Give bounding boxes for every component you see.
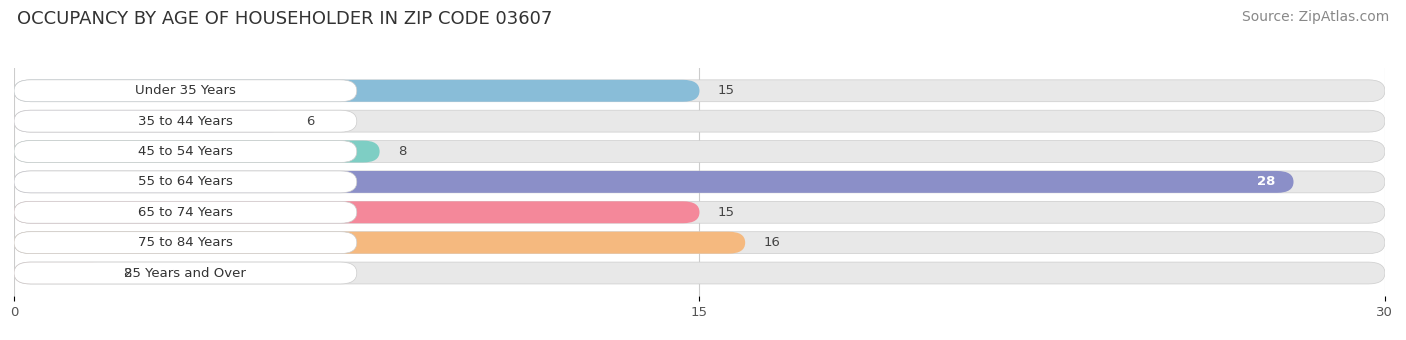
FancyBboxPatch shape [14,141,380,163]
FancyBboxPatch shape [14,201,700,223]
Text: 45 to 54 Years: 45 to 54 Years [138,145,233,158]
FancyBboxPatch shape [14,232,357,254]
FancyBboxPatch shape [14,232,1385,254]
Text: 15: 15 [718,206,735,219]
Text: 16: 16 [763,236,780,249]
FancyBboxPatch shape [14,141,357,163]
Text: 2: 2 [124,267,132,279]
FancyBboxPatch shape [14,110,288,132]
FancyBboxPatch shape [14,171,1294,193]
FancyBboxPatch shape [14,262,357,284]
Text: 65 to 74 Years: 65 to 74 Years [138,206,233,219]
FancyBboxPatch shape [14,141,1385,163]
FancyBboxPatch shape [14,110,1385,132]
Text: OCCUPANCY BY AGE OF HOUSEHOLDER IN ZIP CODE 03607: OCCUPANCY BY AGE OF HOUSEHOLDER IN ZIP C… [17,10,553,28]
Text: 35 to 44 Years: 35 to 44 Years [138,115,233,128]
FancyBboxPatch shape [14,80,1385,102]
Text: Source: ZipAtlas.com: Source: ZipAtlas.com [1241,10,1389,24]
Text: 55 to 64 Years: 55 to 64 Years [138,175,233,188]
FancyBboxPatch shape [14,80,700,102]
FancyBboxPatch shape [14,201,1385,223]
FancyBboxPatch shape [14,110,357,132]
Text: 75 to 84 Years: 75 to 84 Years [138,236,233,249]
FancyBboxPatch shape [14,80,357,102]
FancyBboxPatch shape [14,171,357,193]
Text: 28: 28 [1257,175,1275,188]
FancyBboxPatch shape [14,232,745,254]
FancyBboxPatch shape [14,171,1385,193]
FancyBboxPatch shape [14,201,357,223]
Text: Under 35 Years: Under 35 Years [135,84,236,97]
Text: 6: 6 [307,115,315,128]
Text: 85 Years and Over: 85 Years and Over [125,267,246,279]
FancyBboxPatch shape [14,262,105,284]
Text: 15: 15 [718,84,735,97]
Text: 8: 8 [398,145,406,158]
FancyBboxPatch shape [14,262,1385,284]
